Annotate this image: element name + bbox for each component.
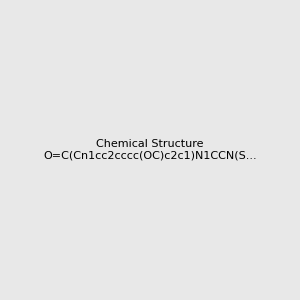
Text: Chemical Structure
O=C(Cn1cc2cccc(OC)c2c1)N1CCN(S...: Chemical Structure O=C(Cn1cc2cccc(OC)c2c… bbox=[43, 139, 257, 161]
